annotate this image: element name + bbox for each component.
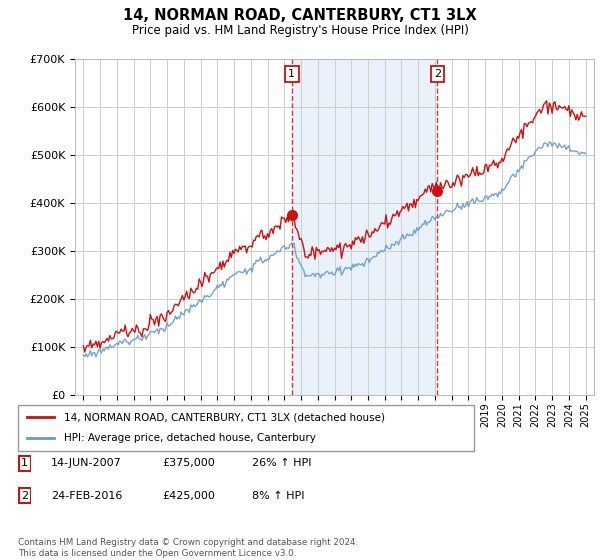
Text: Contains HM Land Registry data © Crown copyright and database right 2024.
This d: Contains HM Land Registry data © Crown c…: [18, 538, 358, 558]
Text: 14, NORMAN ROAD, CANTERBURY, CT1 3LX (detached house): 14, NORMAN ROAD, CANTERBURY, CT1 3LX (de…: [64, 412, 385, 422]
Text: 1: 1: [289, 69, 295, 79]
Text: 14, NORMAN ROAD, CANTERBURY, CT1 3LX: 14, NORMAN ROAD, CANTERBURY, CT1 3LX: [123, 8, 477, 24]
Text: £375,000: £375,000: [162, 458, 215, 468]
Text: 14-JUN-2007: 14-JUN-2007: [51, 458, 122, 468]
Text: 24-FEB-2016: 24-FEB-2016: [51, 491, 122, 501]
Text: 8% ↑ HPI: 8% ↑ HPI: [252, 491, 305, 501]
Text: HPI: Average price, detached house, Canterbury: HPI: Average price, detached house, Cant…: [64, 433, 316, 444]
Text: Price paid vs. HM Land Registry's House Price Index (HPI): Price paid vs. HM Land Registry's House …: [131, 24, 469, 36]
Text: 26% ↑ HPI: 26% ↑ HPI: [252, 458, 311, 468]
Text: £425,000: £425,000: [162, 491, 215, 501]
Text: 2: 2: [434, 69, 441, 79]
Text: 2: 2: [21, 491, 28, 501]
Text: 1: 1: [21, 458, 28, 468]
